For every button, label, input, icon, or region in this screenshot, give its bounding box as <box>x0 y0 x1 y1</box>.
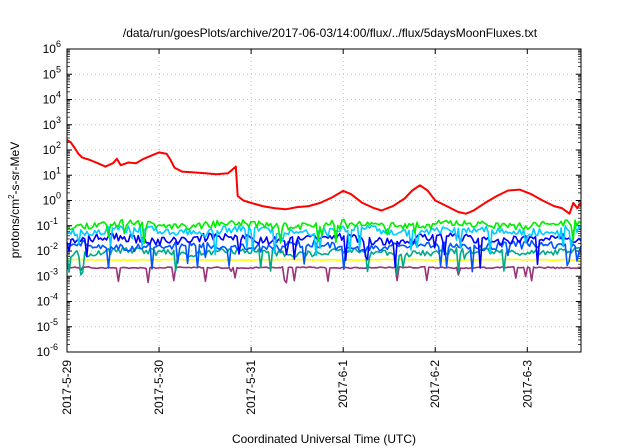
y-tick-exponent: 5 <box>56 64 61 74</box>
y-tick-label: 10-2 <box>37 241 58 258</box>
series-line <box>66 239 582 273</box>
y-tick-exponent: -6 <box>50 342 58 352</box>
y-tick-exponent: 3 <box>56 115 61 125</box>
y-tick-label: 102 <box>43 140 61 157</box>
y-tick-exponent: -2 <box>50 241 58 251</box>
y-tick-label: 10-6 <box>37 342 58 359</box>
y-tick-base: 10 <box>43 67 57 81</box>
y-tick-exponent: -3 <box>50 266 58 276</box>
y-tick-label: 103 <box>43 115 61 132</box>
y-tick-base: 10 <box>37 244 51 258</box>
y-tick-label: 105 <box>43 64 61 81</box>
y-tick-label: 106 <box>43 39 61 56</box>
y-tick-base: 10 <box>43 42 57 56</box>
y-axis-label-part-1: protons/cm <box>8 199 22 258</box>
y-tick-base: 10 <box>37 219 51 233</box>
y-tick-label: 100 <box>43 191 61 208</box>
y-tick-base: 10 <box>43 143 57 157</box>
y-tick-base: 10 <box>37 269 51 283</box>
x-tick-labels: 2017-5-29 2017-5-30 2017-5-31 2017-6-1 2017-… <box>60 360 534 415</box>
y-axis-label-part-3: -s-sr-MeV <box>8 142 22 195</box>
y-tick-base: 10 <box>37 320 51 334</box>
y-tick-exponent: 0 <box>56 191 61 201</box>
x-axis-label: Coordinated Universal Time (UTC) <box>232 432 416 446</box>
y-tick-label: 104 <box>43 90 61 107</box>
y-axis-label-superscript: 2 <box>7 194 16 199</box>
series-line <box>66 218 582 244</box>
series-line <box>66 139 582 215</box>
y-tick-label: 10-5 <box>37 317 58 334</box>
x-tick-label: 2017-6-3 <box>520 360 534 408</box>
x-tick-label: 2017-5-29 <box>60 360 74 415</box>
chart-title: /data/run/goesPlots/archive/2017-06-03/1… <box>123 26 538 40</box>
series-line <box>66 232 582 269</box>
x-tick-label: 2017-6-2 <box>428 360 442 408</box>
series-line <box>66 258 582 262</box>
y-tick-exponent: -1 <box>50 216 58 226</box>
y-tick-base: 10 <box>43 194 57 208</box>
y-tick-exponent: -5 <box>50 317 58 327</box>
series-line <box>66 246 582 276</box>
x-tick-label: 2017-5-31 <box>244 360 258 415</box>
y-tick-exponent: 4 <box>56 90 61 100</box>
y-tick-base: 10 <box>43 93 57 107</box>
x-tick-label: 2017-6-1 <box>336 360 350 408</box>
y-tick-base: 10 <box>37 295 51 309</box>
y-tick-exponent: 1 <box>56 165 61 175</box>
y-tick-base: 10 <box>43 168 57 182</box>
y-tick-labels: 10-610-510-410-310-210-11001011021031041… <box>37 39 61 359</box>
y-tick-label: 101 <box>43 165 61 182</box>
x-tick-label: 2017-5-30 <box>152 360 166 415</box>
y-tick-label: 10-3 <box>37 266 58 283</box>
y-axis-label: protons/cm2-s-sr-MeV <box>7 142 22 258</box>
y-tick-label: 10-1 <box>37 216 58 233</box>
y-tick-base: 10 <box>43 118 57 132</box>
plot-frame <box>66 48 582 353</box>
series-group <box>66 139 582 284</box>
y-tick-label: 10-4 <box>37 292 58 309</box>
y-tick-base: 10 <box>37 345 51 359</box>
y-tick-exponent: 6 <box>56 39 61 49</box>
y-tick-exponent: -4 <box>50 292 58 302</box>
y-tick-exponent: 2 <box>56 140 61 150</box>
